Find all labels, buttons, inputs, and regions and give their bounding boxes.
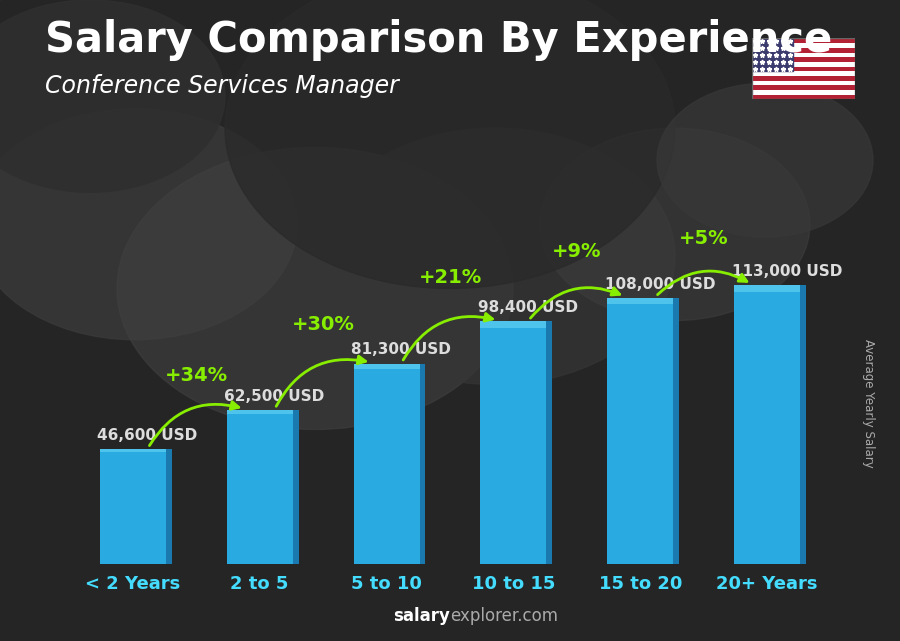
- Bar: [292, 410, 299, 564]
- Bar: [419, 363, 426, 564]
- Text: +9%: +9%: [552, 242, 601, 262]
- Circle shape: [117, 147, 513, 429]
- Bar: [752, 62, 855, 67]
- Circle shape: [540, 128, 810, 320]
- Bar: [100, 449, 166, 564]
- Circle shape: [0, 0, 225, 192]
- Bar: [800, 285, 806, 564]
- Text: 98,400 USD: 98,400 USD: [478, 301, 578, 315]
- Bar: [227, 410, 292, 414]
- Circle shape: [315, 128, 675, 385]
- Text: 81,300 USD: 81,300 USD: [351, 342, 451, 358]
- Bar: [354, 363, 419, 564]
- Bar: [752, 48, 855, 53]
- Bar: [734, 285, 800, 292]
- Bar: [100, 449, 166, 452]
- Bar: [752, 57, 855, 62]
- Bar: [752, 95, 855, 99]
- Text: Conference Services Manager: Conference Services Manager: [45, 74, 399, 97]
- Bar: [752, 53, 855, 57]
- Bar: [752, 81, 855, 85]
- Bar: [752, 38, 855, 43]
- Bar: [734, 285, 800, 564]
- Text: 46,600 USD: 46,600 USD: [97, 428, 197, 443]
- Text: Salary Comparison By Experience: Salary Comparison By Experience: [45, 19, 832, 62]
- Bar: [752, 43, 855, 48]
- Bar: [752, 38, 793, 71]
- Bar: [546, 322, 553, 564]
- Bar: [608, 298, 673, 304]
- Text: 62,500 USD: 62,500 USD: [224, 389, 324, 404]
- Bar: [354, 363, 419, 369]
- Bar: [227, 410, 292, 564]
- Bar: [673, 298, 680, 564]
- Text: Average Yearly Salary: Average Yearly Salary: [862, 340, 875, 468]
- Bar: [481, 322, 546, 564]
- Text: explorer.com: explorer.com: [450, 607, 558, 625]
- Text: 108,000 USD: 108,000 USD: [605, 277, 716, 292]
- Bar: [481, 322, 546, 328]
- Bar: [752, 90, 855, 95]
- Bar: [752, 67, 855, 71]
- Text: +30%: +30%: [292, 315, 355, 334]
- Text: +21%: +21%: [418, 269, 482, 287]
- Bar: [608, 298, 673, 564]
- Bar: [166, 449, 172, 564]
- Circle shape: [657, 83, 873, 237]
- Circle shape: [225, 0, 675, 288]
- Text: +5%: +5%: [679, 229, 729, 248]
- Bar: [752, 76, 855, 81]
- Text: salary: salary: [393, 607, 450, 625]
- Text: +34%: +34%: [165, 366, 228, 385]
- Circle shape: [0, 109, 297, 340]
- Bar: [752, 71, 855, 76]
- Bar: [752, 85, 855, 90]
- Text: 113,000 USD: 113,000 USD: [732, 264, 842, 279]
